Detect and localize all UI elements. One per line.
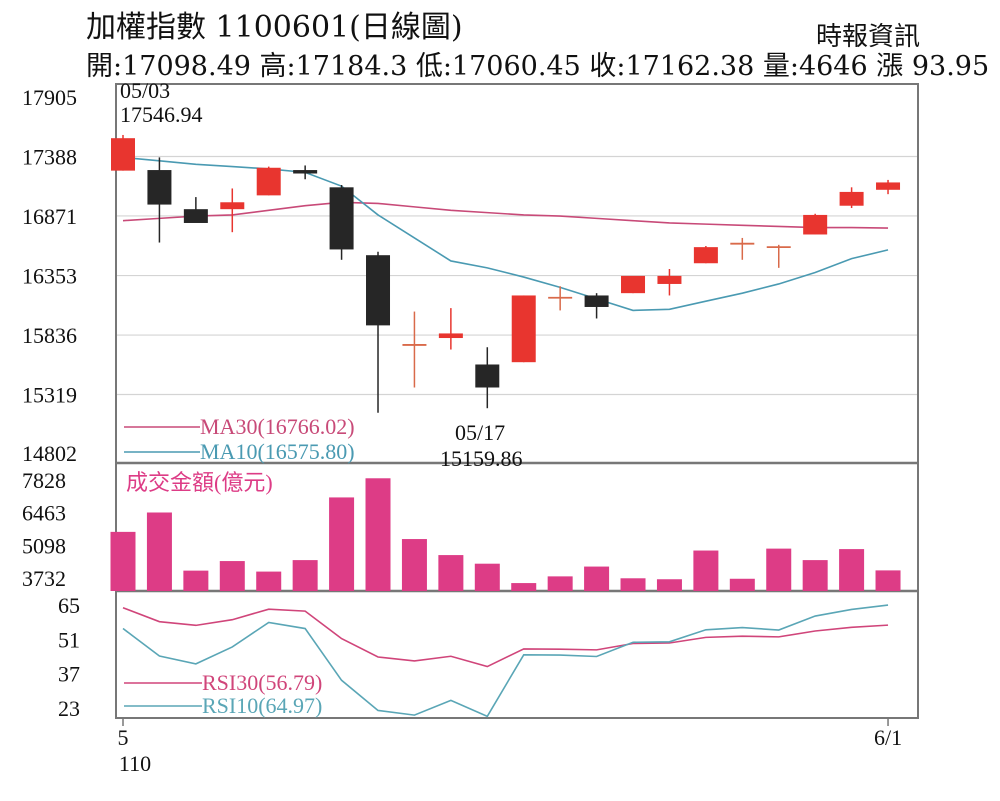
volume-bar [511, 583, 537, 591]
volume-bar [729, 578, 755, 591]
rsi-tick-label: 65 [58, 593, 80, 618]
candle-body [621, 275, 646, 294]
candle-body [220, 202, 245, 210]
rsi10-legend-label: RSI10(64.97) [202, 693, 322, 718]
candle-body [366, 255, 391, 326]
candle-body [803, 214, 828, 235]
rsi-line-rsi30 [122, 606, 889, 668]
volume-bar [219, 561, 245, 591]
ma-line-ma10 [122, 156, 889, 312]
volume-bar [365, 478, 391, 591]
rsi-line-rsi10 [122, 604, 889, 718]
low-annotation-date: 05/17 [455, 420, 505, 445]
candle-body [584, 295, 609, 307]
volume-bar [584, 566, 610, 591]
x-tick-sublabel: 110 [119, 751, 151, 776]
rsi-tick-label: 23 [58, 696, 80, 721]
rsi30-legend-label: RSI30(56.79) [202, 670, 322, 695]
source-label: 時報資訊 [815, 22, 920, 52]
candle-body [438, 333, 463, 339]
volume-bar [875, 570, 901, 591]
volume-bar [183, 570, 209, 591]
candle-body [876, 182, 901, 190]
volume-bar [620, 578, 646, 591]
candle-body [111, 138, 135, 171]
price-tick-label: 15836 [22, 323, 77, 348]
volume-bar [401, 539, 427, 591]
candle-body [511, 295, 536, 363]
volume-bar [110, 531, 136, 591]
x-tick-label: 6/1 [874, 725, 902, 750]
ma30-legend-label: MA30(16766.02) [200, 414, 355, 439]
volume-bar [146, 512, 172, 591]
price-tick-label: 17905 [22, 85, 77, 110]
candle-body [293, 170, 318, 174]
rsi-tick-label: 37 [58, 662, 80, 687]
volume-tick-label: 5098 [22, 533, 66, 558]
rsi-tick-label: 51 [58, 627, 80, 652]
candle-body [657, 275, 682, 284]
ohlc-summary: 開:17098.49 高:17184.3 低:17060.45 收:17162.… [86, 51, 990, 82]
volume-bar [292, 560, 318, 591]
volume-tick-label: 3732 [22, 566, 66, 591]
x-tick-label: 5 [118, 725, 129, 750]
volume-tick-label: 7828 [22, 468, 66, 493]
candle-body [256, 167, 281, 196]
volume-bar [329, 497, 355, 591]
ma10-legend-label: MA10(16575.80) [200, 439, 355, 464]
price-tick-label: 17388 [22, 144, 77, 169]
low-annotation-value: 15159.86 [440, 446, 523, 471]
volume-bar [438, 555, 464, 591]
volume-tick-label: 6463 [22, 501, 66, 526]
volume-bar [656, 579, 682, 591]
volume-panel-title: 成交金額(億元) [126, 470, 273, 495]
price-tick-label: 16353 [22, 264, 77, 289]
high-annotation-value: 17546.94 [120, 102, 203, 127]
candle-body [183, 209, 208, 223]
price-tick-label: 16871 [22, 204, 77, 229]
volume-bar [474, 563, 500, 591]
ma-line-ma30 [122, 201, 889, 229]
price-tick-label: 14802 [22, 441, 77, 466]
chart-title: 加權指數 1100601(日線圖) [86, 10, 463, 45]
high-annotation-date: 05/03 [120, 78, 170, 103]
volume-bar [693, 550, 719, 591]
volume-bar [802, 560, 828, 591]
candle-body [693, 247, 718, 264]
volume-bar [766, 548, 792, 591]
price-tick-label: 15319 [22, 383, 77, 408]
candle-body [147, 170, 172, 205]
candle-body [839, 191, 864, 206]
volume-bar [839, 549, 865, 591]
volume-bar [256, 571, 282, 591]
chart-frame [115, 83, 919, 719]
candle-body [475, 364, 500, 388]
volume-bar [547, 576, 573, 591]
candle-body [329, 187, 354, 250]
